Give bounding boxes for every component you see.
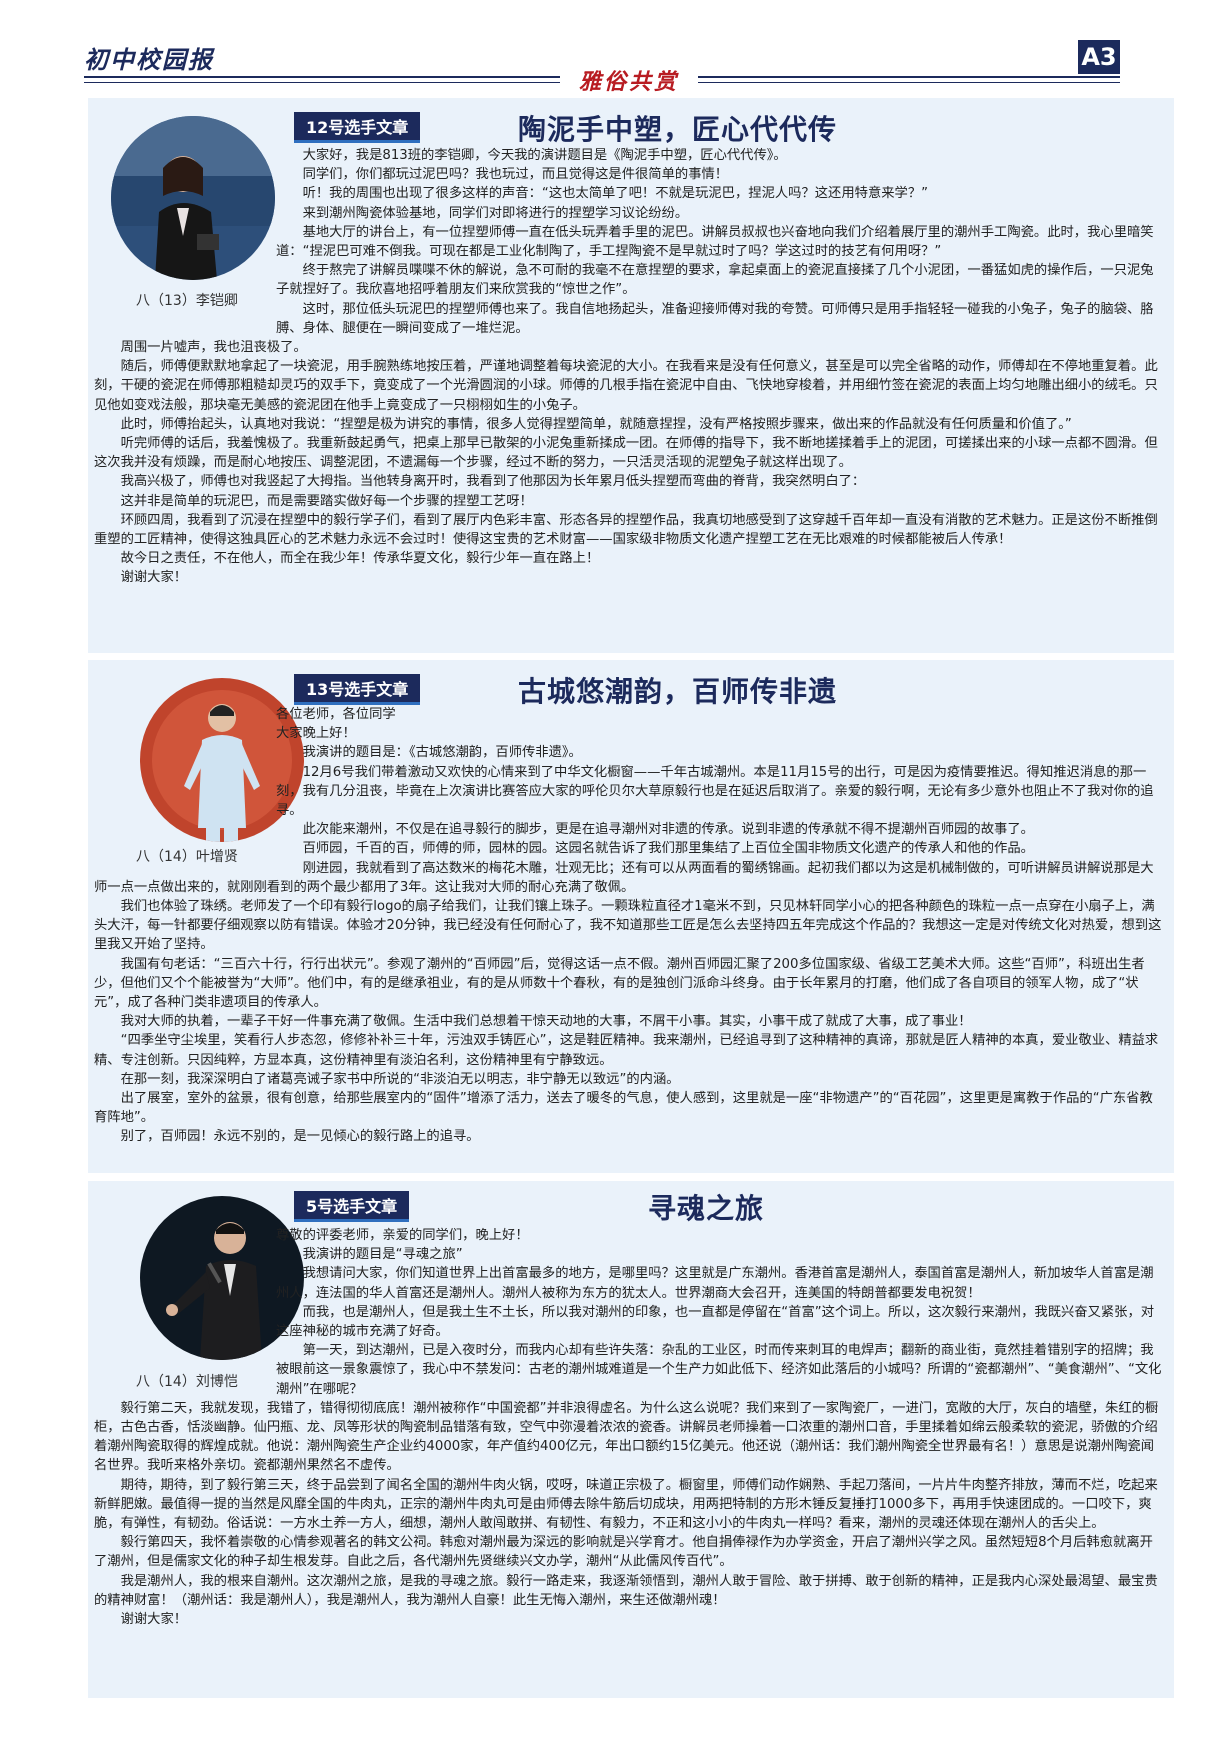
paragraph: 毅行第二天，我就发现，我错了，错得彻彻底底！潮州被称作“中国瓷都”并非浪得虚名。… [94,1400,1159,1474]
paragraph: 出了展室，室外的盆景，很有创意，给那些展室内的“固件”增添了活力，送去了暖冬的气… [94,1091,1153,1126]
paragraph: 基地大厅的讲台上，有一位捏塑师傅一直在低头玩弄着手里的泥巴。讲解员叔叔也兴奋地向… [276,224,1154,260]
paragraph: 刚进园，我就看到了高达数米的梅花木雕，壮观无比；还有可以从两面看的蜀绣锦画。起初… [94,860,1154,895]
paragraph: 故今日之责任，不在他人，而全在我少年！传承华夏文化，毅行少年一直在路上！ [120,551,600,567]
contestant-label: 13号选手文章 [294,674,421,705]
speaker-caption: 八（14）刘博恺 [136,1374,238,1390]
paragraph: “四季坐守尘埃里，笑看行人步态忽，修修补补三十年，污浊双手铸匠心”，这是鞋匠精神… [94,1033,1159,1068]
paragraph: 在那一刻，我深深明白了诸葛亮诫子家书中所说的“非淡泊无以明志，非宁静无以致远”的… [120,1071,680,1087]
article-title: 古城悠潮韵，百师传非遗 [518,675,838,708]
contestant-label: 5号选手文章 [294,1191,410,1222]
speaker-photo [111,116,275,280]
masthead: 初中校园报 [84,45,214,74]
paragraph: 环顾四周，我看到了沉浸在捏塑中的毅行学子们，看到了展厅内色彩丰富、形态各异的捏塑… [94,512,1158,548]
paragraph: 这并非是简单的玩泥巴，而是需要踏实做好每一个步骤的捏塑工艺呀！ [120,493,533,509]
paragraph: 而我，也是潮州人，但是我土生不土长，所以我对潮州的印象，也一直都是停留在“首富”… [276,1304,1155,1340]
paragraph: 我是潮州人，我的根来自潮州。这次潮州之旅，是我的寻魂之旅。毅行一路走来，我逐渐领… [94,1573,1158,1608]
paragraph: 我国有句老话：“三百六十行，行行出状元”。参观了潮州的“百师园”后，觉得这话一点… [94,956,1145,1011]
paragraph: 终于熬完了讲解员喋喋不休的解说，急不可耐的我毫不在意捏塑的要求，拿起桌面上的瓷泥… [276,263,1154,298]
paragraph: 谢谢大家！ [120,570,188,586]
paragraph: 此次能来潮州，不仅是在追寻毅行的脚步，更是在追寻潮州对非遗的传承。说到非遗的传承… [302,822,1034,838]
paragraph: 周围一片嘘声，我也沮丧极了。 [120,340,307,356]
contestant-label: 12号选手文章 [294,112,421,143]
speaker-photo [140,1196,304,1360]
article-title: 寻魂之旅 [648,1192,765,1225]
paragraph: 各位老师，各位同学 [276,707,396,722]
paragraph: 此时，师傅抬起头，认真地对我说：“捏塑是极为讲究的事情，很多人觉得捏塑简单，就随… [120,416,1072,432]
article-body: 尊敬的评委老师，亲爱的同学们，晚上好！ 我演讲的题目是“寻魂之旅” 我想请问大家… [94,1226,1164,1629]
speaker-caption: 八（14）叶增贤 [136,849,238,865]
page-number: A3 [1078,40,1120,74]
speaker-caption: 八（13）李铠卿 [136,293,238,309]
paragraph: 大家晚上好！ [276,726,356,742]
article-13: 八（14）叶增贤 13号选手文章 古城悠潮韵，百师传非遗 各位老师，各位同学 大… [88,660,1174,1173]
paragraph: 大家好，我是813班的李铠卿，今天我的演讲题目是《陶泥手中塑，匠心代代传》。 [302,148,787,163]
paragraph: 随后，师傅便默默地拿起了一块瓷泥，用手腕熟练地按压着，严谨地调整着每块瓷泥的大小… [94,359,1158,413]
paragraph: 谢谢大家！ [120,1612,188,1628]
article-body: 各位老师，各位同学 大家晚上好！ 我演讲的题目是：《古城悠潮韵，百师传非遗》。 … [94,705,1164,1147]
paragraph: 第一天，到达潮州，已是入夜时分，而我内心却有些许失落：杂乱的工业区，时而传来刺耳… [276,1343,1162,1397]
paragraph: 我演讲的题目是“寻魂之旅” [302,1247,463,1263]
paragraph: 我们也体验了珠绣。老师发了一个印有毅行logo的扇子给我们，让我们镶上珠子。一颗… [94,899,1162,953]
article-body: 大家好，我是813班的李铠卿，今天我的演讲题目是《陶泥手中塑，匠心代代传》。 同… [94,146,1164,588]
column-title: 雅俗共赏 [560,64,698,96]
paragraph: 尊敬的评委老师，亲爱的同学们，晚上好！ [276,1228,529,1243]
paragraph: 12月6号我们带着激动又欢快的心情来到了中华文化橱窗——千年古城潮州。本是11月… [276,764,1154,819]
paragraph: 我演讲的题目是：《古城悠潮韵，百师传非遗》。 [302,745,582,761]
paragraph: 我想请问大家，你们知道世界上出首富最多的地方，是哪里吗？这里就是广东潮州。香港首… [276,1266,1154,1301]
paragraph: 百师园，千百的百，师傅的师，园林的园。这园名就告诉了我们那里集结了上百位全国非物… [302,841,1034,857]
paragraph: 听完师傅的话后，我羞愧极了。我重新鼓起勇气，把桌上那早已散架的小泥兔重新揉成一团… [94,436,1158,471]
paragraph: 毅行第四天，我怀着崇敬的心情参观著名的韩文公祠。韩愈对潮州最为深远的影响就是兴学… [94,1535,1153,1570]
article-title: 陶泥手中塑，匠心代代传 [518,113,838,146]
paragraph: 我高兴极了，师傅也对我竖起了大拇指。当他转身离开时，我看到了他那因为长年累月低头… [120,474,866,490]
paragraph: 来到潮州陶瓷体验基地，同学们对即将进行的捏塑学习议论纷纷。 [302,205,689,221]
paragraph: 别了，百师园！永远不别的，是一见倾心的毅行路上的追寻。 [120,1129,480,1145]
paragraph: 听！我的周围也出现了很多这样的声音：“这也太简单了吧！不就是玩泥巴，捏泥人吗？这… [302,186,929,202]
article-12: 八（13）李铠卿 12号选手文章 陶泥手中塑，匠心代代传 大家好，我是813班的… [88,98,1174,653]
paragraph: 我对大师的执着，一辈子干好一件事充满了敬佩。生活中我们总想着干惊天动地的大事，不… [120,1014,972,1030]
article-5: 八（14）刘博恺 5号选手文章 寻魂之旅 尊敬的评委老师，亲爱的同学们，晚上好！… [88,1181,1174,1698]
speaker-photo [140,678,304,842]
paragraph: 期待，期待，到了毅行第三天，终于品尝到了闻名全国的潮州牛肉火锅，哎呀，味道正宗极… [94,1477,1158,1532]
paragraph: 同学们，你们都玩过泥巴吗？我也玩过，而且觉得这是件很简单的事情！ [302,167,729,183]
paragraph: 这时，那位低头玩泥巴的捏塑师傅也来了。我自信地扬起头，准备迎接师傅对我的夸赞。可… [276,301,1154,336]
